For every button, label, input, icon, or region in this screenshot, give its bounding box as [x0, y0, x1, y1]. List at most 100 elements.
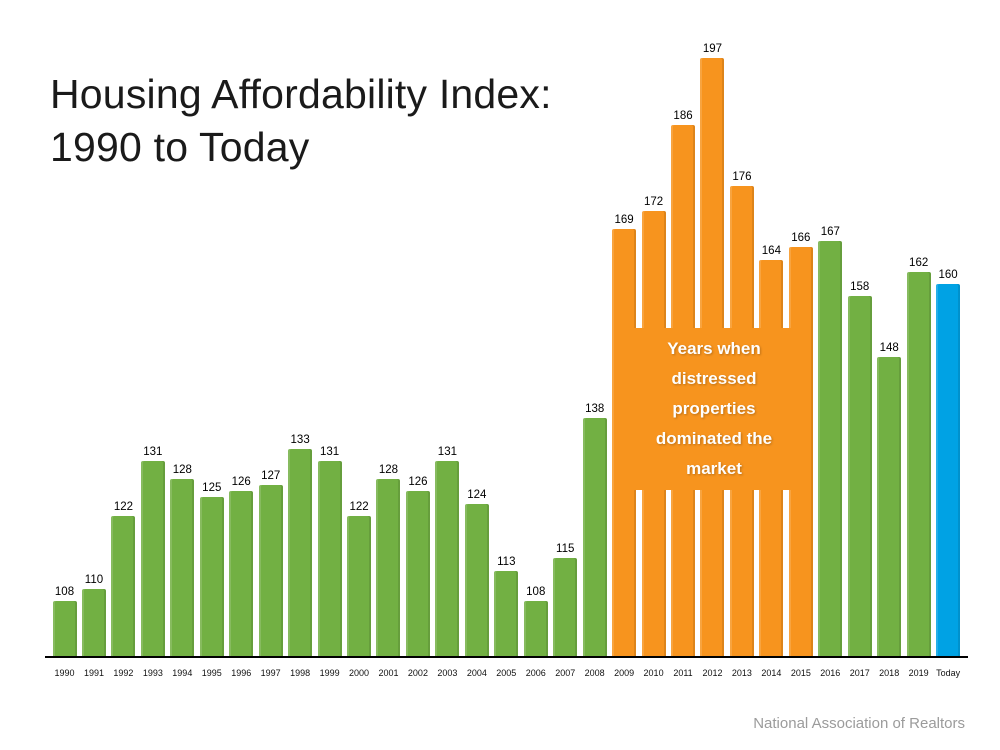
bar-value-label-2011: 186 — [673, 110, 693, 123]
bar-1994 — [170, 479, 195, 656]
x-tick-2016: 2016 — [820, 668, 841, 678]
bar-chart: 108 110 122 131 128 125 126 127 133 131 122 128 126 1… — [45, 25, 968, 680]
bar-column-2019: 162 — [904, 257, 933, 656]
bar-column-2002: 126 — [403, 476, 432, 656]
page-title-line-2: 1990 to Today — [50, 124, 310, 171]
bar-column-2006: 108 — [521, 586, 550, 656]
x-tick-2007: 2007 — [555, 668, 576, 678]
bar-column-1999: 131 — [315, 446, 344, 656]
x-tick-2005: 2005 — [496, 668, 517, 678]
bar-value-label-2013: 176 — [732, 171, 752, 184]
bar-column-2000: 122 — [345, 501, 374, 656]
bar-value-label-2001: 128 — [378, 464, 399, 477]
bar-1992 — [111, 515, 136, 656]
bar-value-label-2005: 113 — [497, 555, 516, 568]
bar-column-2004: 124 — [462, 488, 491, 656]
source-credit: National Association of Realtors — [753, 715, 965, 732]
bar-value-label-2007: 115 — [556, 543, 575, 556]
bar-value-label-2017: 158 — [850, 281, 870, 294]
x-tick-2001: 2001 — [378, 668, 399, 678]
bar-2002 — [405, 491, 430, 656]
x-tick-2006: 2006 — [525, 668, 546, 678]
bar-value-label-2000: 122 — [349, 500, 369, 513]
x-tick-1993: 1993 — [142, 668, 163, 678]
bar-2018 — [877, 357, 902, 656]
bar-1995 — [199, 497, 224, 656]
bar-1999 — [317, 460, 342, 656]
x-tick-2009: 2009 — [614, 668, 635, 678]
bar-value-label-2002: 126 — [408, 476, 428, 489]
bar-value-label-1999: 131 — [319, 445, 340, 458]
bar-value-label-2016: 167 — [820, 226, 840, 239]
x-tick-1995: 1995 — [201, 668, 222, 678]
x-tick-1999: 1999 — [319, 668, 340, 678]
x-tick-2014: 2014 — [761, 668, 782, 678]
bar-value-label-2012: 197 — [702, 43, 723, 56]
bar-column-1996: 126 — [227, 476, 256, 656]
bar-column-2016: 167 — [816, 226, 845, 656]
x-tick-2008: 2008 — [584, 668, 605, 678]
bar-value-label-2003: 131 — [437, 445, 457, 458]
x-tick-2003: 2003 — [437, 668, 458, 678]
x-tick-1998: 1998 — [290, 668, 311, 678]
x-tick-1997: 1997 — [260, 668, 281, 678]
bar-2007 — [553, 558, 578, 656]
x-tick-1996: 1996 — [231, 668, 252, 678]
bars-container: 108 110 122 131 128 125 126 127 133 131 122 128 126 1… — [50, 25, 963, 656]
x-tick-1991: 1991 — [83, 668, 104, 678]
x-tick-2019: 2019 — [908, 668, 929, 678]
bar-Today — [936, 283, 961, 656]
bar-value-label-1993: 131 — [143, 445, 163, 458]
bar-value-label-1994: 128 — [172, 464, 192, 477]
bar-value-label-2006: 108 — [526, 586, 546, 599]
x-tick-1994: 1994 — [172, 668, 193, 678]
bar-2019 — [906, 271, 931, 656]
bar-value-label-1992: 122 — [113, 500, 133, 513]
x-tick-2010: 2010 — [643, 668, 664, 678]
bar-2008 — [582, 418, 607, 656]
bar-2003 — [435, 460, 460, 656]
x-tick-1992: 1992 — [113, 668, 134, 678]
x-tick-2017: 2017 — [849, 668, 870, 678]
bar-value-label-2015: 166 — [791, 232, 811, 245]
bar-column-2003: 131 — [433, 446, 462, 656]
x-axis-line — [45, 656, 968, 658]
bar-column-1998: 133 — [286, 434, 315, 656]
bar-value-label-2008: 138 — [585, 403, 605, 416]
x-tick-2000: 2000 — [349, 668, 370, 678]
bar-2005 — [494, 570, 519, 656]
bar-value-label-2014: 164 — [761, 244, 781, 257]
bar-value-label-1998: 133 — [290, 433, 310, 446]
bar-column-1991: 110 — [79, 574, 108, 656]
x-tick-2015: 2015 — [790, 668, 811, 678]
bar-column-1997: 127 — [256, 470, 285, 656]
bar-column-2005: 113 — [492, 556, 521, 656]
bar-column-1990: 108 — [50, 586, 79, 656]
x-tick-Today: Today — [936, 668, 961, 678]
page-title-line-1: Housing Affordability Index: — [50, 71, 552, 117]
bar-column-2018: 148 — [875, 342, 904, 656]
bar-2001 — [376, 479, 401, 656]
x-tick-1990: 1990 — [54, 668, 75, 678]
bar-2016 — [818, 241, 843, 656]
bar-value-label-2018: 148 — [879, 342, 899, 355]
bar-value-label-1995: 125 — [202, 482, 222, 495]
bar-column-2007: 115 — [551, 543, 580, 656]
bar-column-1994: 128 — [168, 464, 197, 656]
bar-1993 — [140, 460, 165, 656]
bar-1991 — [81, 588, 106, 656]
bar-column-1992: 122 — [109, 501, 138, 656]
bar-value-label-2009: 169 — [614, 214, 634, 226]
x-tick-2012: 2012 — [702, 668, 723, 678]
x-tick-2002: 2002 — [407, 668, 428, 678]
x-tick-2018: 2018 — [879, 668, 900, 678]
x-axis-labels: 1990 1991 1992 1993 1994 1995 1996 1997 1998 1999… — [50, 668, 963, 678]
bar-value-label-Today: 160 — [938, 268, 958, 281]
bar-column-Today: 160 — [934, 269, 963, 656]
bar-2017 — [847, 296, 872, 656]
bar-value-label-2004: 124 — [467, 488, 487, 501]
bar-1998 — [288, 448, 313, 656]
bar-column-1993: 131 — [138, 446, 167, 656]
page-title: Housing Affordability Index: 1990 to Toda… — [50, 68, 552, 175]
